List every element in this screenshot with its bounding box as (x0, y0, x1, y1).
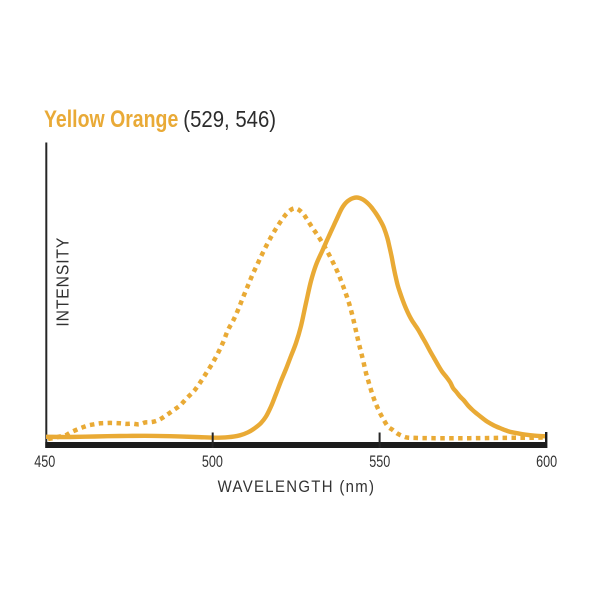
svg-text:INTENSITY: INTENSITY (53, 237, 73, 327)
svg-text:(529, 546): (529, 546) (183, 106, 276, 132)
svg-text:600: 600 (536, 453, 557, 471)
svg-text:450: 450 (34, 453, 55, 471)
svg-text:WAVELENGTH (nm): WAVELENGTH (nm) (218, 478, 376, 496)
svg-text:Yellow Orange: Yellow Orange (44, 105, 178, 132)
svg-text:550: 550 (369, 453, 390, 471)
svg-text:500: 500 (202, 453, 223, 471)
